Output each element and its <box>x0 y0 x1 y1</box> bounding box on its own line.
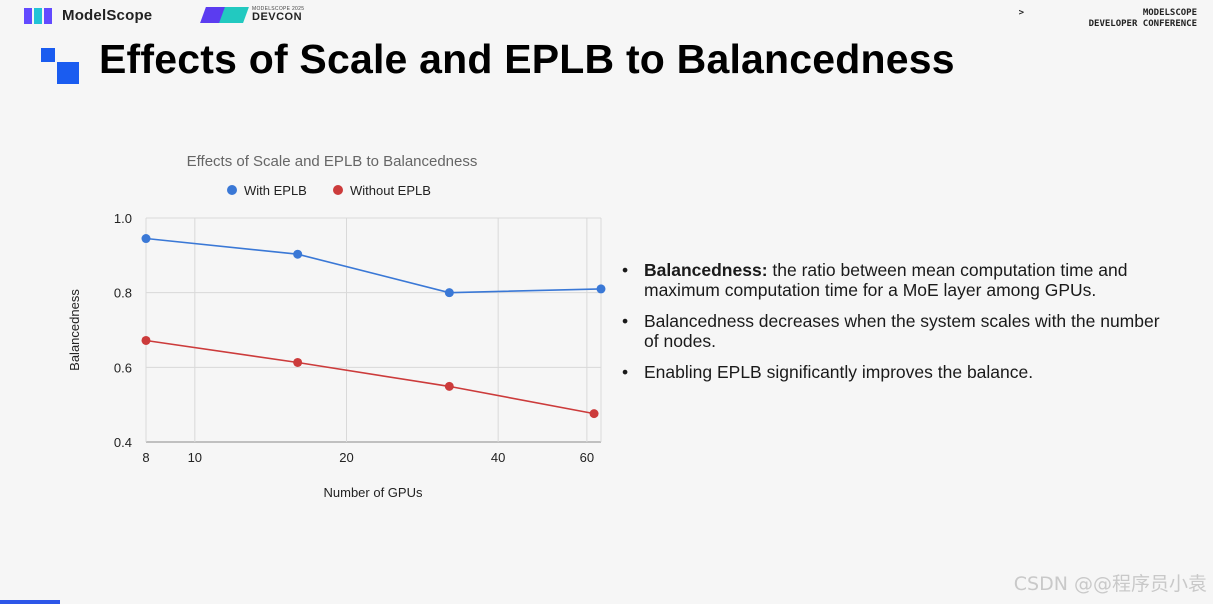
series-line <box>145 339 595 415</box>
x-tick-label: 20 <box>339 450 353 465</box>
data-point <box>293 249 303 259</box>
y-tick-label: 1.0 <box>114 211 132 226</box>
slide-title: Effects of Scale and EPLB to Balancednes… <box>99 36 955 82</box>
bullet-item-eplb: Enabling EPLB significantly improves the… <box>620 362 1160 382</box>
data-point <box>141 234 151 244</box>
legend-label: Without EPLB <box>350 183 431 198</box>
bullet-list: Balancedness: the ratio between mean com… <box>620 260 1160 393</box>
legend-marker <box>227 185 237 195</box>
modelscope-logo: ModelScope <box>24 7 152 24</box>
data-point <box>141 335 151 345</box>
legend-marker <box>333 185 343 195</box>
title-squares-icon <box>41 48 79 84</box>
conference-line-2: DEVELOPER CONFERENCE <box>1088 19 1197 29</box>
x-axis-label: Number of GPUs <box>324 485 423 500</box>
bullet-text: Enabling EPLB significantly improves the… <box>644 362 1034 382</box>
bullet-text: Balancedness decreases when the system s… <box>644 311 1160 351</box>
modelscope-logo-icon <box>24 7 56 24</box>
x-tick-label: 40 <box>491 450 505 465</box>
bullet-bold-term: Balancedness: <box>644 260 768 280</box>
top-bar: ModelScope MODELSCOPE 2025 DEVCON > MODE… <box>0 0 1213 34</box>
bullet-item-definition: Balancedness: the ratio between mean com… <box>620 260 1160 300</box>
corner-accent-bar <box>0 600 60 604</box>
data-point <box>293 357 303 367</box>
data-point <box>589 409 599 419</box>
x-tick-label: 60 <box>580 450 594 465</box>
devcon-logo-subtitle: MODELSCOPE 2025 <box>252 6 305 12</box>
devcon-logo: MODELSCOPE 2025 DEVCON <box>200 7 304 23</box>
x-tick-label: 8 <box>142 450 149 465</box>
modelscope-logo-text: ModelScope <box>62 7 153 24</box>
conference-line-1: MODELSCOPE <box>1142 8 1197 18</box>
data-point <box>444 288 454 298</box>
y-tick-label: 0.8 <box>114 286 132 301</box>
conference-prompt: > <box>1018 8 1025 18</box>
legend-label: With EPLB <box>244 183 307 198</box>
data-point <box>444 381 454 391</box>
bullet-item-scaling: Balancedness decreases when the system s… <box>620 311 1160 351</box>
y-tick-label: 0.6 <box>114 360 132 375</box>
chart-title: Effects of Scale and EPLB to Balancednes… <box>187 153 478 170</box>
data-point <box>596 284 606 294</box>
balancedness-line-chart: 0.4 0.6 0.8 1.0 8 10 20 40 60 Effects of Scale an… <box>67 153 606 500</box>
series-line <box>145 237 602 294</box>
y-axis-label: Balancedness <box>67 289 82 371</box>
devcon-logo-icon <box>200 7 249 23</box>
devcon-logo-text: DEVCON <box>252 11 303 23</box>
watermark: CSDN @@程序员小袁 <box>1013 573 1207 595</box>
y-tick-label: 0.4 <box>114 435 132 450</box>
bullet-text: the ratio between mean computation time … <box>644 260 1128 300</box>
conference-label: > MODELSCOPE DEVELOPER CONFERENCE <box>1019 8 1197 30</box>
x-tick-label: 10 <box>188 450 202 465</box>
